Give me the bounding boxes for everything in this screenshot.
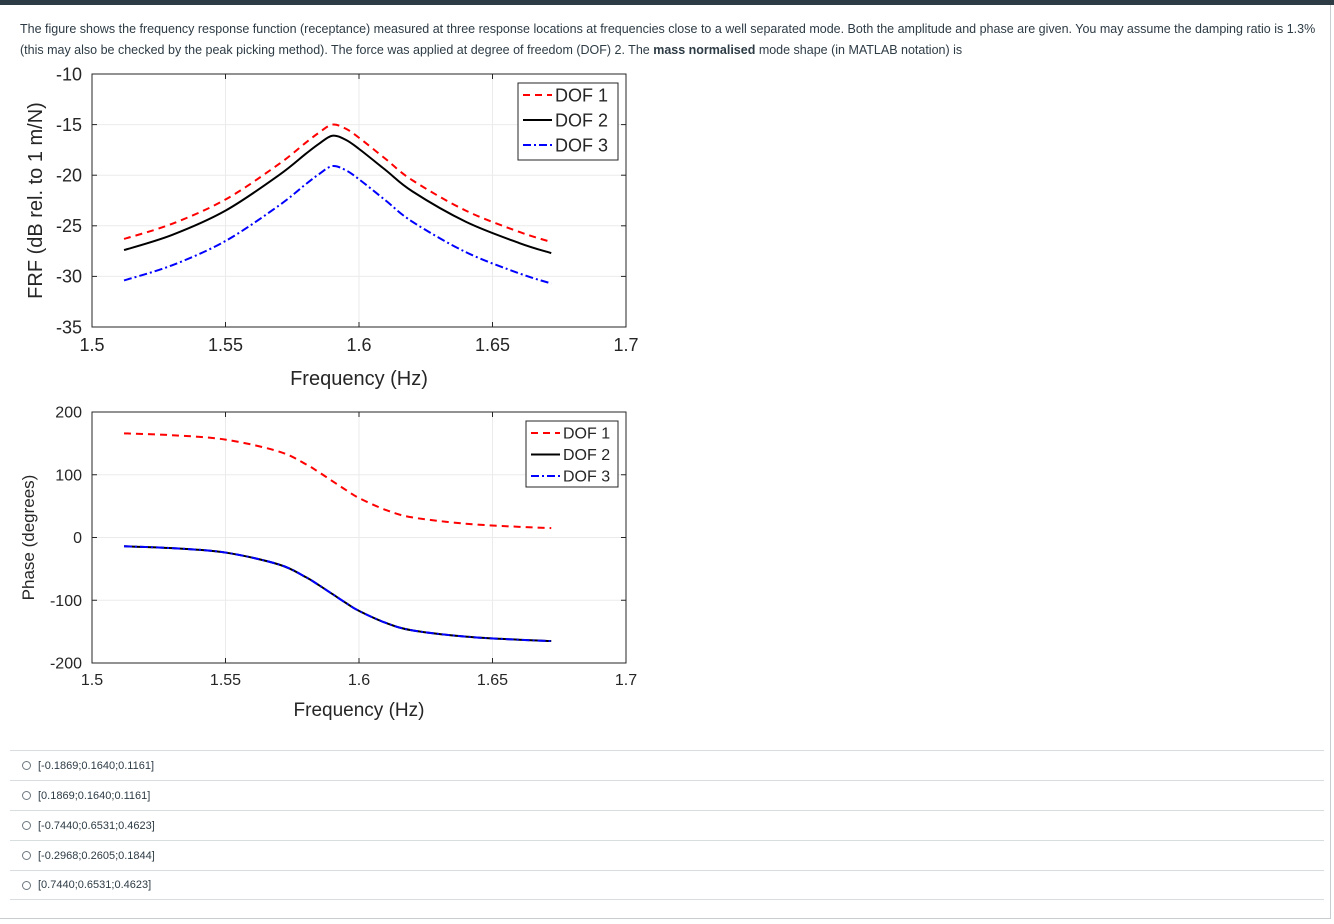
legend-label-3: DOF 3: [555, 135, 608, 155]
radio-button[interactable]: [22, 821, 31, 830]
y-tick-label: 0: [73, 530, 82, 547]
x-tick-label: 1.7: [615, 672, 637, 689]
question-line-1: The figure shows the frequency response …: [20, 22, 1316, 36]
legend-label-2: DOF 2: [555, 110, 608, 130]
question-line-2-end: mode shape (in MATLAB notation) is: [755, 43, 963, 57]
radio-button[interactable]: [22, 791, 31, 800]
amplitude-ticks: 1.5 1.55 1.6 1.65 1.7 -10 -15 -20 -25 -30 -35: [56, 64, 639, 355]
x-tick-label: 1.6: [346, 335, 371, 355]
series-line-2: [123, 134, 552, 255]
top-bar: [0, 0, 1334, 5]
phase-series: [124, 432, 552, 643]
x-tick-label: 1.6: [348, 672, 370, 689]
answer-label: [-0.2968;0.2605;0.1844]: [38, 849, 155, 862]
y-tick-label: 100: [55, 467, 82, 484]
answer-option-1[interactable]: [-0.1869;0.1640;0.1161]: [10, 750, 1324, 780]
answer-option-4[interactable]: [-0.2968;0.2605;0.1844]: [10, 840, 1324, 870]
legend-label-2: DOF 2: [563, 447, 610, 464]
legend-label-1: DOF 1: [563, 426, 610, 443]
amplitude-legend: DOF 1 DOF 2 DOF 3: [517, 82, 619, 161]
amplitude-x-label: Frequency (Hz): [290, 368, 428, 390]
y-tick-label: -35: [56, 317, 82, 337]
amplitude-y-label: FRF (dB rel. to 1 m/N): [25, 102, 47, 299]
x-tick-label: 1.65: [475, 335, 510, 355]
series-line-3: [124, 545, 552, 643]
series-line-2: [124, 545, 552, 643]
x-tick-label: 1.5: [81, 672, 103, 689]
legend-label-1: DOF 1: [555, 85, 608, 105]
answer-label: [-0.7440;0.6531;0.4623]: [38, 819, 155, 832]
radio-button[interactable]: [22, 880, 31, 890]
x-tick-label: 1.55: [208, 335, 243, 355]
radio-button[interactable]: [22, 851, 31, 860]
y-tick-label: -15: [56, 115, 82, 135]
amplitude-series: [123, 123, 552, 285]
radio-button[interactable]: [22, 761, 31, 770]
y-tick-label: -30: [56, 267, 82, 287]
answer-label: [0.1869;0.1640;0.1161]: [38, 789, 151, 802]
answer-list: [-0.1869;0.1640;0.1161] [0.1869;0.1640;0…: [10, 750, 1324, 900]
answer-label: [-0.1869;0.1640;0.1161]: [38, 759, 155, 772]
y-tick-label: 200: [55, 405, 82, 422]
amplitude-plot: 1.5 1.55 1.6 1.65 1.7 -10 -15 -20 -25 -30 -35 Freq…: [25, 64, 639, 390]
y-tick-label: -200: [50, 656, 82, 673]
question-text: The figure shows the frequency response …: [20, 19, 1320, 61]
answer-option-3[interactable]: [-0.7440;0.6531;0.4623]: [10, 810, 1324, 840]
x-tick-label: 1.65: [477, 672, 508, 689]
x-tick-label: 1.7: [613, 335, 638, 355]
phase-ticks: 1.5 1.55 1.6 1.65 1.7 200 100 0 -100 -200: [50, 405, 637, 689]
answer-option-5[interactable]: [0.7440;0.6531;0.4623]: [10, 870, 1324, 900]
phase-plot: 1.5 1.55 1.6 1.65 1.7 200 100 0 -100 -200 Frequen…: [19, 405, 637, 721]
series-line-3: [123, 164, 552, 285]
phase-y-label: Phase (degrees): [19, 475, 38, 601]
series-line-1: [124, 432, 552, 530]
legend-label-3: DOF 3: [563, 469, 610, 486]
question-frame: [0, 5, 1331, 919]
y-tick-label: -25: [56, 216, 82, 236]
x-tick-label: 1.55: [210, 672, 241, 689]
series-line-1: [123, 123, 552, 243]
phase-x-label: Frequency (Hz): [294, 700, 425, 721]
y-tick-label: -100: [50, 593, 82, 610]
question-bold-text: mass normalised: [653, 43, 756, 57]
phase-legend: DOF 1 DOF 2 DOF 3: [525, 420, 619, 488]
legend-box: [517, 82, 619, 161]
question-line-2: (this may also be checked by the peak pi…: [20, 43, 654, 57]
answer-label: [0.7440;0.6531;0.4623]: [38, 879, 152, 891]
answer-option-2[interactable]: [0.1869;0.1640;0.1161]: [10, 780, 1324, 810]
y-tick-label: -10: [56, 64, 82, 84]
y-tick-label: -20: [56, 166, 82, 186]
x-tick-label: 1.5: [79, 335, 104, 355]
